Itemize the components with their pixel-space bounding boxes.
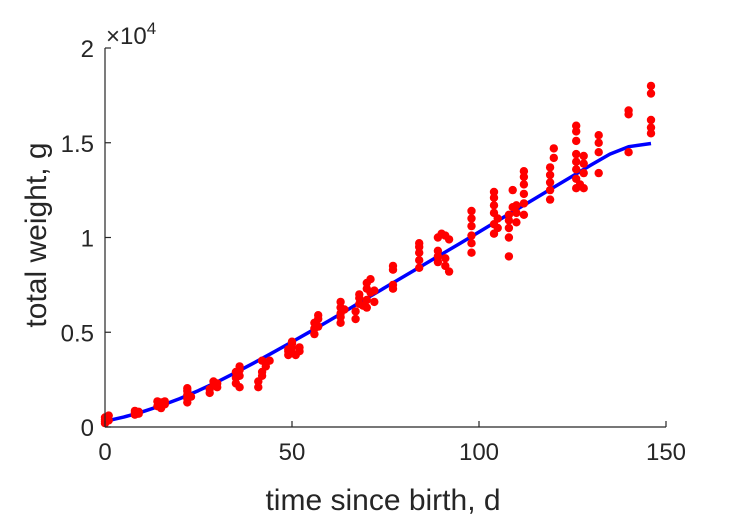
data-point (579, 151, 588, 161)
data-point (467, 239, 476, 248)
data-point (362, 295, 371, 305)
data-point (594, 168, 603, 178)
data-point (579, 159, 588, 168)
data-point (415, 263, 424, 272)
x-tick-label: 150 (646, 439, 686, 466)
data-point (646, 115, 656, 125)
data-point (467, 214, 476, 223)
data-point (572, 157, 581, 166)
data-point (444, 235, 454, 244)
data-point (433, 246, 443, 255)
data-point (549, 153, 558, 163)
data-point (314, 311, 323, 320)
y-tick-label: 1.5 (61, 131, 94, 158)
data-point (370, 286, 379, 295)
data-point (504, 223, 514, 233)
data-point (545, 178, 555, 187)
data-point (545, 195, 555, 204)
y-tick-label: 0 (81, 415, 94, 442)
data-point (624, 148, 633, 157)
data-point (362, 303, 371, 312)
y-axis-label: total weight, g (20, 142, 53, 327)
data-point (183, 384, 192, 393)
y-tick-label: 1 (81, 226, 94, 253)
y-tick-label: 0.5 (61, 320, 94, 347)
data-point (519, 210, 529, 219)
data-point (415, 239, 424, 248)
axes (104, 47, 667, 428)
data-point (287, 337, 297, 346)
data-point (489, 187, 499, 197)
data-point (444, 267, 454, 276)
data-point (512, 201, 521, 210)
data-point (295, 343, 304, 352)
data-point (351, 307, 360, 316)
data-point (235, 383, 244, 392)
data-point (388, 261, 398, 271)
data-point (512, 208, 521, 218)
data-point (235, 362, 244, 371)
data-point (467, 248, 476, 257)
data-point (646, 123, 656, 132)
data-point (186, 392, 196, 401)
data-point (104, 411, 113, 420)
data-point (519, 167, 529, 176)
data-point (646, 89, 656, 98)
data-point (504, 252, 514, 261)
data-point (572, 165, 581, 174)
data-point (572, 136, 581, 146)
data-point (519, 189, 529, 199)
data-point (519, 180, 529, 189)
data-point (594, 148, 603, 157)
data-point (579, 168, 588, 178)
data-point (519, 199, 529, 208)
data-point (504, 210, 514, 219)
data-point (265, 356, 274, 365)
data-point (646, 81, 656, 91)
data-point (351, 314, 360, 324)
data-point (489, 201, 499, 210)
tick-labels: 0 50 100 150 0 0.5 1 1.5 2 (61, 36, 686, 466)
data-point (572, 121, 581, 130)
data-point (467, 231, 476, 240)
x-tick-label: 50 (279, 439, 306, 466)
data-point (493, 223, 502, 233)
data-point (467, 221, 476, 231)
x-axis-label: time since birth, d (265, 484, 500, 517)
data-point (508, 185, 517, 195)
data-point (415, 256, 424, 265)
plot-area (100, 81, 656, 428)
data-point (134, 407, 143, 416)
x-tick-label: 0 (98, 439, 111, 466)
data-point (624, 106, 633, 115)
x-tick-label: 100 (459, 439, 499, 466)
data-point (314, 322, 323, 331)
data-point (441, 254, 450, 263)
data-point (340, 305, 349, 314)
data-point (336, 297, 345, 307)
data-point (388, 280, 398, 290)
data-point (594, 131, 603, 140)
data-point (213, 379, 222, 388)
data-point (504, 233, 514, 242)
fit-line (104, 141, 652, 424)
data-point (594, 138, 603, 147)
data-point (160, 397, 169, 406)
data-point (370, 297, 379, 307)
data-point (549, 144, 558, 153)
data-point (545, 163, 555, 172)
data-point (545, 170, 555, 180)
data-point (467, 206, 476, 216)
y-axis-exponent-label: ×104 (106, 19, 156, 50)
data-point (572, 149, 581, 159)
data-point (545, 185, 555, 195)
data-point (579, 184, 588, 193)
data-point (366, 275, 375, 284)
data-point (512, 218, 521, 227)
data-point (355, 290, 364, 299)
y-tick-label: 2 (81, 36, 94, 63)
data-point (493, 214, 502, 223)
